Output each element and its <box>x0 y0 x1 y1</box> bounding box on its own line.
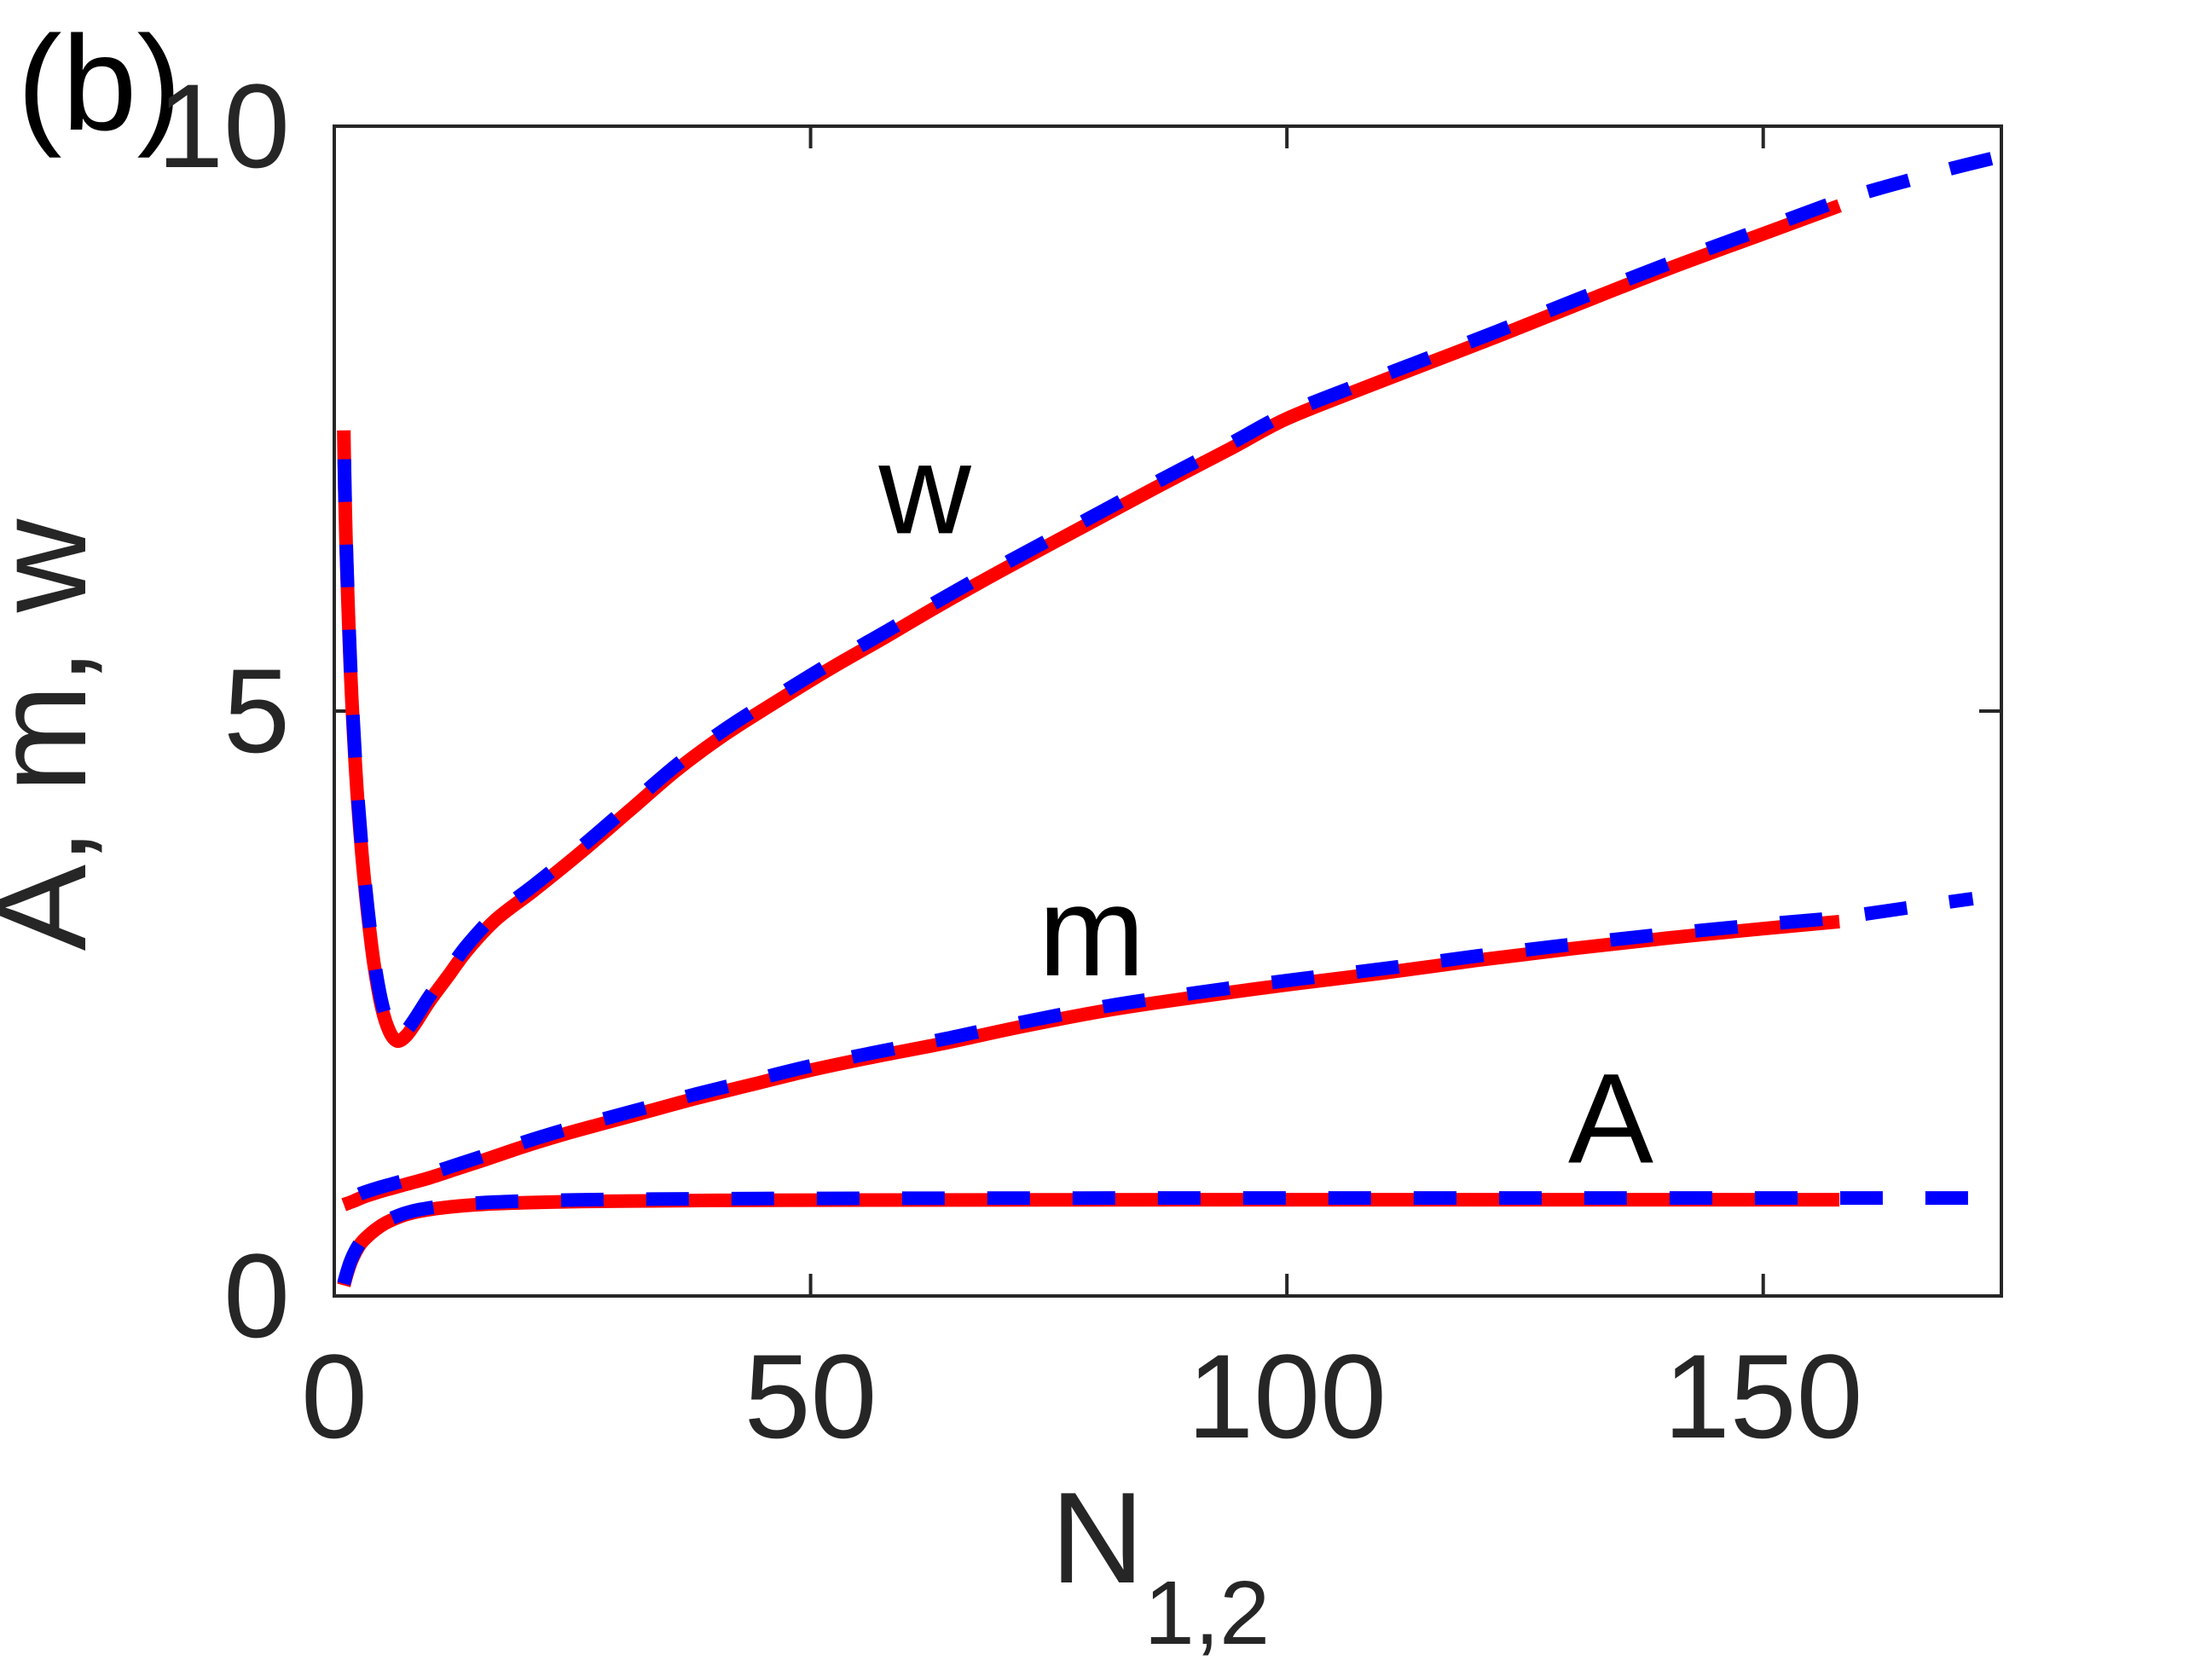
curve-m-blue-dashed <box>341 892 1974 1207</box>
y-axis-label: A, m, w <box>0 518 113 951</box>
curve-labels: w m A <box>877 417 1653 1189</box>
axes-box <box>333 124 2003 1298</box>
x-tick-label: 100 <box>1187 1329 1387 1463</box>
curve-label-A: A <box>1568 1046 1653 1189</box>
x-tick-label: 150 <box>1664 1329 1863 1463</box>
x-axis-label-subscript: 1,2 <box>1144 1563 1270 1663</box>
curve-w-blue-dashed <box>337 149 2003 1044</box>
x-axis-label-base: N <box>1051 1466 1144 1611</box>
x-tick-label: 50 <box>744 1329 877 1463</box>
y-tick-label: 5 <box>223 644 290 778</box>
x-axis-label: N1,2 <box>1051 1466 1270 1663</box>
curve-label-m: m <box>1039 859 1145 1003</box>
axis-ticks <box>333 124 2001 1298</box>
y-tick-label: 0 <box>223 1229 290 1362</box>
panel-label: (b) <box>17 9 182 159</box>
curves <box>337 149 2003 1287</box>
y-tick-label: 10 <box>157 59 290 193</box>
curve-A-blue-dashed <box>337 1191 1973 1286</box>
curve-label-w: w <box>877 417 971 560</box>
curve-A-red-solid <box>337 1193 1840 1287</box>
plot-box <box>333 124 2003 1298</box>
x-tick-label: 0 <box>301 1329 368 1463</box>
tick-labels: 0 50 100 150 0 5 10 <box>157 59 1862 1463</box>
